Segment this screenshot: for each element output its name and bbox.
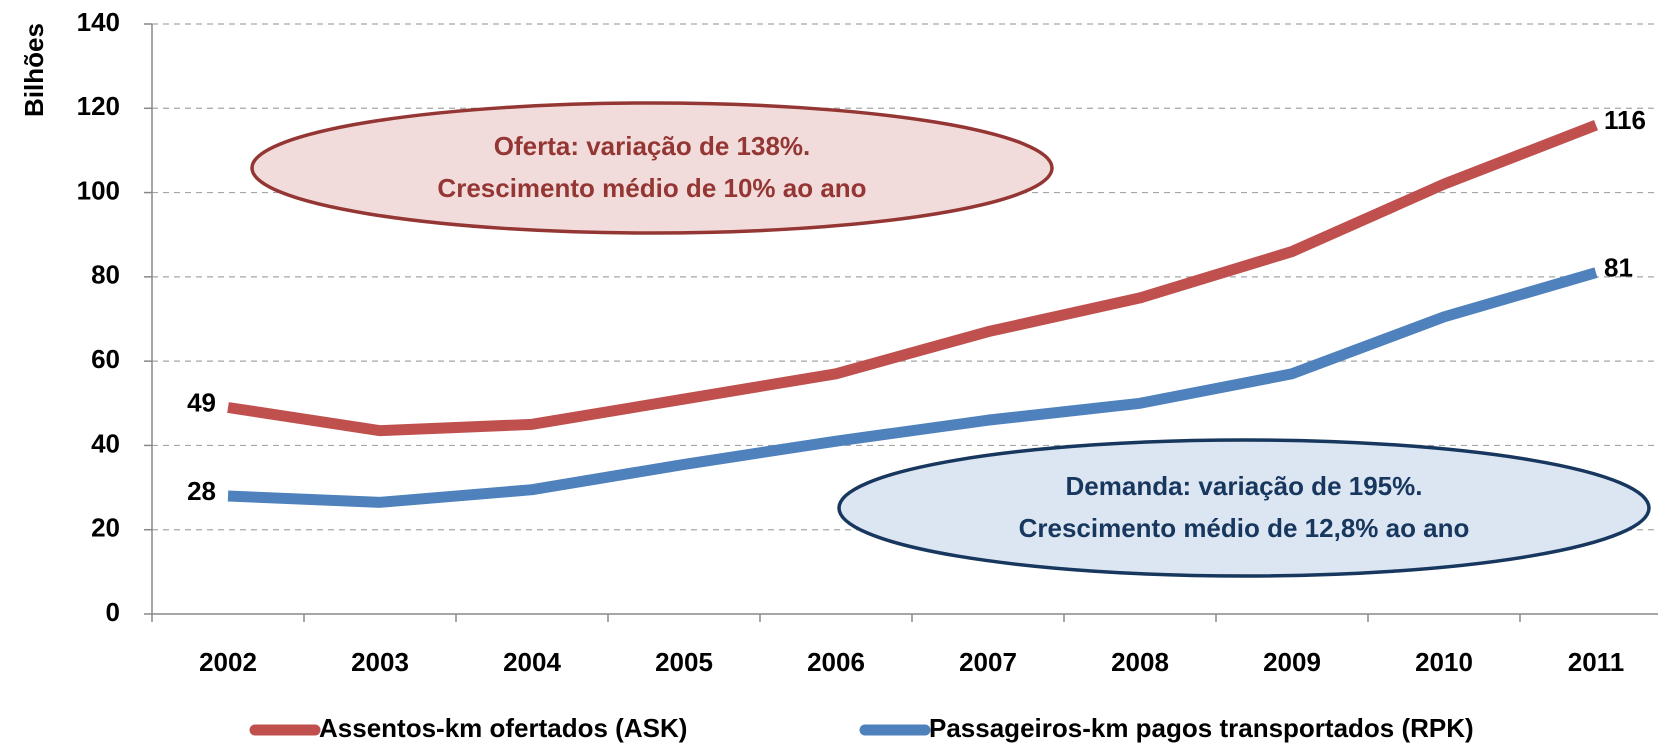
y-tick-label: 120 [77,91,120,121]
data-label: 81 [1604,253,1633,283]
x-tick-label: 2006 [807,647,865,677]
legend-label: Passageiros-km pagos transportados (RPK) [929,713,1474,743]
annotation-text: Oferta: variação de 138%. [494,131,811,161]
data-label: 116 [1604,105,1646,135]
x-tick-label: 2004 [503,647,561,677]
data-label: 28 [187,476,216,506]
annotation-text: Demanda: variação de 195%. [1066,471,1423,501]
annotation-ellipse [837,438,1651,578]
data-line [227,120,1598,437]
y-axis-label: Bilhões [19,23,49,117]
data-label: 49 [187,387,216,417]
y-tick-label: 80 [91,260,120,290]
data-line [227,267,1598,508]
y-tick-label: 20 [91,513,120,543]
annotation-text: Crescimento médio de 12,8% ao ano [1019,513,1470,543]
y-tick-label: 40 [91,428,120,458]
y-tick-label: 0 [106,597,120,627]
y-tick-label: 100 [77,175,120,205]
y-tick-label: 140 [77,7,120,37]
legend-label: Assentos-km ofertados (ASK) [319,713,687,743]
annotation-text: Crescimento médio de 10% ao ano [437,173,866,203]
x-tick-label: 2009 [1263,647,1321,677]
x-tick-label: 2002 [199,647,257,677]
annotation-ellipse [250,101,1054,235]
x-tick-label: 2010 [1415,647,1473,677]
x-tick-label: 2005 [655,647,713,677]
y-tick-label: 60 [91,344,120,374]
x-tick-label: 2003 [351,647,409,677]
x-tick-label: 2008 [1111,647,1169,677]
x-tick-label: 2007 [959,647,1017,677]
x-tick-label: 2011 [1568,647,1624,677]
